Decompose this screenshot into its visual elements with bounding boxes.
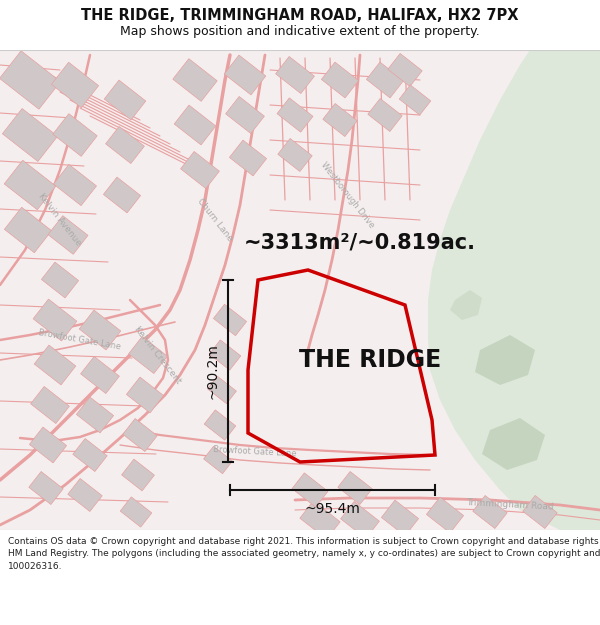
Polygon shape: [278, 139, 312, 171]
Polygon shape: [52, 62, 98, 107]
Polygon shape: [388, 54, 422, 86]
Polygon shape: [482, 418, 545, 470]
Text: Browfoot Gate Lane: Browfoot Gate Lane: [38, 328, 122, 352]
Polygon shape: [68, 479, 102, 511]
Polygon shape: [122, 459, 154, 491]
Polygon shape: [208, 376, 236, 404]
Polygon shape: [341, 501, 379, 539]
Bar: [0, 530, 600, 625]
Polygon shape: [382, 500, 419, 536]
Polygon shape: [53, 164, 97, 206]
Polygon shape: [428, 50, 600, 530]
Polygon shape: [104, 80, 146, 120]
Polygon shape: [80, 356, 119, 394]
Polygon shape: [203, 446, 232, 474]
Polygon shape: [226, 96, 265, 134]
Polygon shape: [79, 310, 121, 350]
Polygon shape: [473, 496, 507, 529]
Polygon shape: [106, 126, 145, 164]
Polygon shape: [53, 114, 97, 156]
Polygon shape: [33, 299, 77, 341]
Text: Kelvin Avenue: Kelvin Avenue: [37, 192, 83, 248]
Polygon shape: [368, 99, 402, 131]
Polygon shape: [214, 304, 247, 336]
Polygon shape: [29, 471, 63, 504]
Polygon shape: [292, 473, 328, 507]
Polygon shape: [123, 419, 157, 451]
Text: Trimmingham Road: Trimmingham Road: [466, 498, 554, 512]
Polygon shape: [367, 62, 404, 98]
Text: ~95.4m: ~95.4m: [305, 502, 361, 516]
Polygon shape: [224, 55, 266, 95]
Polygon shape: [4, 208, 52, 252]
Polygon shape: [323, 104, 357, 136]
Polygon shape: [229, 140, 266, 176]
Polygon shape: [76, 397, 113, 433]
Polygon shape: [120, 497, 152, 527]
Polygon shape: [127, 377, 164, 413]
Polygon shape: [338, 471, 372, 504]
Polygon shape: [173, 59, 217, 101]
Text: Kelvin Crescent: Kelvin Crescent: [133, 324, 183, 386]
Polygon shape: [427, 497, 464, 533]
Polygon shape: [73, 439, 107, 471]
Polygon shape: [275, 56, 314, 94]
Polygon shape: [48, 216, 88, 254]
Polygon shape: [4, 160, 56, 210]
Polygon shape: [0, 51, 61, 109]
Polygon shape: [34, 345, 76, 385]
Polygon shape: [399, 85, 431, 115]
Bar: [0, 50, 600, 530]
Polygon shape: [277, 98, 313, 132]
Text: ~3313m²/~0.819ac.: ~3313m²/~0.819ac.: [244, 232, 476, 252]
Text: Browfoot Gate Lane: Browfoot Gate Lane: [213, 446, 297, 459]
Polygon shape: [450, 290, 482, 320]
Polygon shape: [181, 151, 220, 189]
Polygon shape: [29, 427, 67, 463]
Text: Contains OS data © Crown copyright and database right 2021. This information is : Contains OS data © Crown copyright and d…: [8, 537, 600, 571]
Text: THE RIDGE: THE RIDGE: [299, 348, 441, 372]
Polygon shape: [41, 262, 79, 298]
Text: Churn Lane: Churn Lane: [196, 197, 235, 243]
Polygon shape: [31, 386, 70, 424]
Polygon shape: [2, 109, 58, 161]
Polygon shape: [475, 335, 535, 385]
Polygon shape: [128, 336, 167, 374]
Text: ~90.2m: ~90.2m: [206, 343, 220, 399]
Text: THE RIDGE, TRIMMINGHAM ROAD, HALIFAX, HX2 7PX: THE RIDGE, TRIMMINGHAM ROAD, HALIFAX, HX…: [81, 8, 519, 22]
Bar: [0, 0, 600, 50]
Polygon shape: [103, 177, 140, 213]
Polygon shape: [204, 410, 236, 440]
Polygon shape: [174, 105, 216, 145]
Polygon shape: [209, 340, 241, 370]
Polygon shape: [322, 62, 359, 98]
Polygon shape: [523, 496, 557, 529]
Text: Map shows position and indicative extent of the property.: Map shows position and indicative extent…: [120, 24, 480, 38]
Polygon shape: [300, 501, 340, 539]
Text: Westborough Drive: Westborough Drive: [319, 161, 376, 229]
